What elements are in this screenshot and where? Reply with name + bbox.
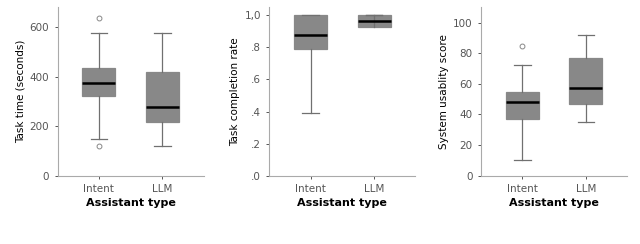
PathPatch shape [358,15,390,27]
PathPatch shape [506,92,539,119]
PathPatch shape [294,15,327,49]
X-axis label: Assistant type: Assistant type [298,198,387,208]
Y-axis label: Task completion rate: Task completion rate [230,37,241,146]
X-axis label: Assistant type: Assistant type [86,198,175,208]
PathPatch shape [83,68,115,96]
PathPatch shape [146,72,179,122]
PathPatch shape [570,58,602,104]
Y-axis label: Task time (seconds): Task time (seconds) [15,40,26,143]
X-axis label: Assistant type: Assistant type [509,198,599,208]
Y-axis label: System usablity score: System usablity score [439,34,449,149]
